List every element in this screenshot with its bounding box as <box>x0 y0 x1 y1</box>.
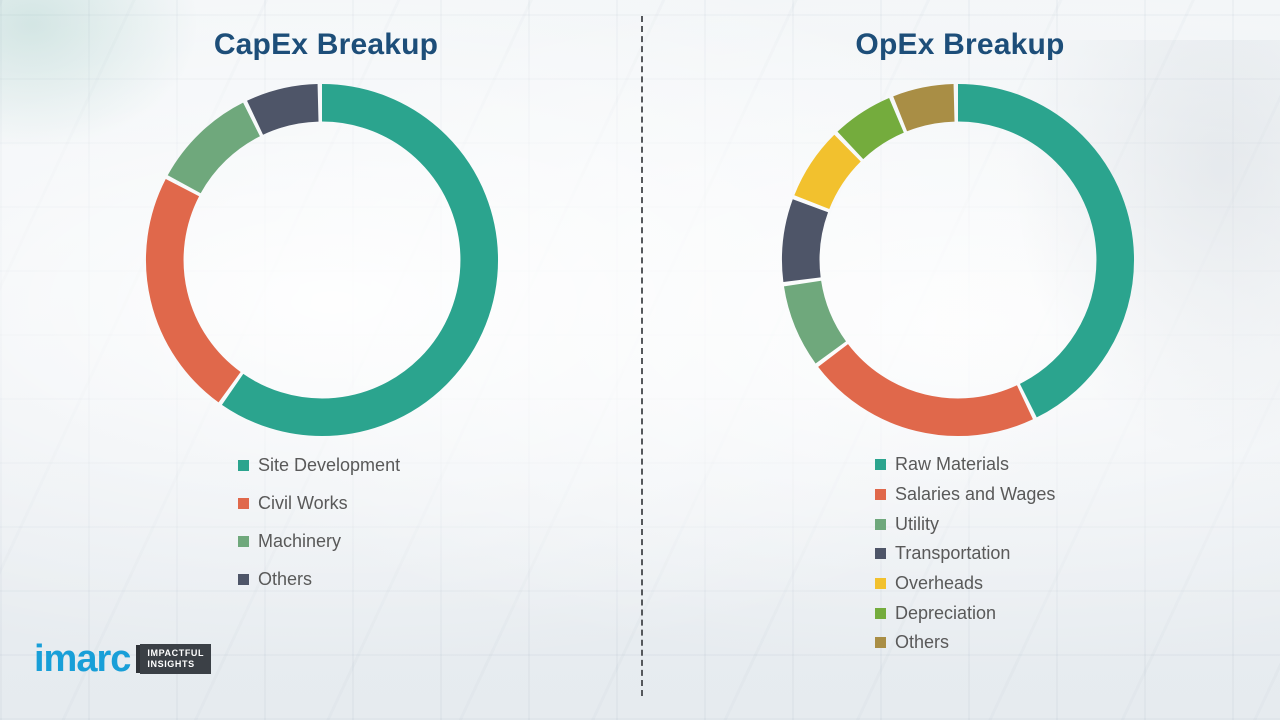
legend-label: Others <box>258 568 313 589</box>
donut-segment-raw-materials <box>781 83 1135 437</box>
capex-donut-chart <box>145 83 499 437</box>
legend-item: Others <box>238 560 400 598</box>
logo-tagline-line2: INSIGHTS <box>147 659 195 669</box>
donut-segment-others <box>781 83 1135 437</box>
logo-tagline-line1: IMPACTFUL <box>147 647 205 658</box>
legend-swatch <box>875 489 886 501</box>
opex-donut-chart <box>781 83 1135 437</box>
legend-label: Transportation <box>895 543 1011 564</box>
legend-item: Utility <box>875 509 1055 539</box>
legend-item: Civil Works <box>238 484 400 522</box>
legend-label: Raw Materials <box>895 454 1010 475</box>
legend-swatch <box>875 459 886 471</box>
legend-swatch <box>875 518 886 530</box>
imarc-wordmark: imarc <box>34 638 131 680</box>
legend-item: Others <box>875 628 1055 658</box>
legend-swatch <box>875 578 886 590</box>
logo-tagline: IMPACTFUL INSIGHTS <box>140 644 212 674</box>
capex-title: CapEx Breakup <box>213 28 439 61</box>
legend-item: Transportation <box>875 539 1055 569</box>
legend-label: Civil Works <box>258 492 348 513</box>
legend-swatch <box>875 637 886 649</box>
legend-item: Machinery <box>238 522 400 560</box>
legend-label: Machinery <box>258 530 342 551</box>
legend-label: Others <box>895 632 950 653</box>
legend-swatch <box>875 607 886 619</box>
legend-item: Overheads <box>875 569 1055 599</box>
legend-swatch <box>875 548 886 560</box>
legend-label: Depreciation <box>895 602 997 623</box>
donut-segment-depreciation <box>781 83 1135 437</box>
capex-panel: CapEx Breakup Site Development Civil Work… <box>145 28 499 598</box>
donut-segment-transportation <box>781 83 1135 437</box>
donut-segment-site-development <box>145 83 499 437</box>
legend-label: Utility <box>895 513 939 534</box>
legend-swatch <box>238 535 249 547</box>
legend-item: Raw Materials <box>875 450 1055 480</box>
legend-swatch <box>238 497 249 509</box>
legend-swatch <box>238 459 249 471</box>
donut-segment-machinery <box>145 83 499 437</box>
logo-divider-bar <box>136 645 141 673</box>
legend-item: Site Development <box>238 446 400 484</box>
legend-swatch <box>238 573 249 585</box>
donut-segment-utility <box>781 83 1135 437</box>
imarc-logo: imarc IMPACTFUL INSIGHTS <box>34 638 212 680</box>
legend-item: Salaries and Wages <box>875 480 1055 510</box>
donut-segment-salaries-and-wages <box>781 83 1135 437</box>
divider-dashed-line <box>641 16 643 696</box>
donut-segment-overheads <box>781 83 1135 437</box>
donut-segment-others <box>145 83 499 437</box>
legend-label: Salaries and Wages <box>895 484 1056 505</box>
legend-item: Depreciation <box>875 598 1055 628</box>
legend-label: Site Development <box>258 454 401 475</box>
legend-label: Overheads <box>895 573 984 594</box>
donut-segment-civil-works <box>145 83 499 437</box>
opex-panel: OpEx Breakup Raw Materials Salaries and W… <box>640 0 1280 720</box>
capex-legend: Site Development Civil Works Machinery Othe… <box>238 446 400 598</box>
opex-title: OpEx Breakup <box>855 28 1065 61</box>
opex-legend: Raw Materials Salaries and Wages Utility Tr… <box>875 450 1055 658</box>
